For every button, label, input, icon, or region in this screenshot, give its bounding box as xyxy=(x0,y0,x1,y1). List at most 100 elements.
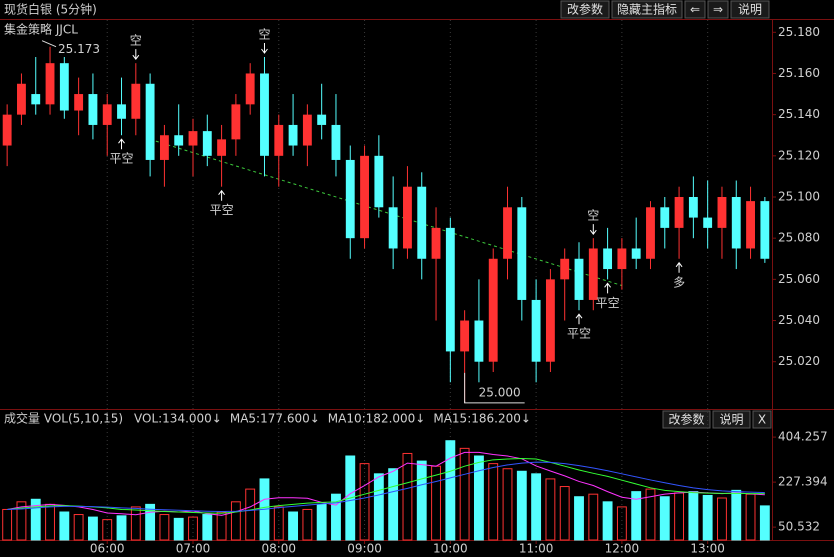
candle-body xyxy=(245,73,255,105)
button[interactable]: 说明 xyxy=(712,410,751,429)
x-tick-label: 08:00 xyxy=(261,542,296,556)
volume-bar xyxy=(602,501,613,541)
x-tick-label: 10:00 xyxy=(433,542,468,556)
candle-body xyxy=(445,227,455,352)
y-tick-label: 25.180 xyxy=(778,25,820,39)
volume-bar xyxy=(16,501,27,541)
signal-label: 空 xyxy=(130,34,142,48)
button-frame xyxy=(730,0,770,19)
button-label[interactable]: 说明 xyxy=(738,2,762,17)
candle-body xyxy=(574,258,584,300)
candle-body xyxy=(460,320,470,352)
candle-body xyxy=(360,155,369,239)
button-label[interactable]: 说明 xyxy=(719,412,743,427)
volume-bar xyxy=(388,468,399,541)
candle-body xyxy=(17,83,26,115)
volume-bar xyxy=(402,452,413,541)
y-tick-label: 25.140 xyxy=(778,107,820,121)
button-label[interactable]: ⇒ xyxy=(713,3,723,17)
candle-body xyxy=(374,155,384,208)
candle-body xyxy=(159,135,169,160)
volume-bar xyxy=(331,493,341,541)
volume-bar xyxy=(531,473,542,541)
button-label[interactable]: ⇐ xyxy=(690,3,700,17)
volume-bar xyxy=(559,486,570,541)
candle-body xyxy=(331,124,341,160)
candle-body xyxy=(174,135,184,146)
x-tick-label: 12:00 xyxy=(605,542,640,556)
volume-bar xyxy=(216,511,227,541)
button[interactable]: 改参数 xyxy=(560,0,610,19)
candle-body xyxy=(388,207,398,249)
signal-arrow xyxy=(218,189,225,201)
candle-body xyxy=(560,258,570,280)
volume-bar xyxy=(502,468,513,541)
volume-bar xyxy=(173,517,184,541)
button-label[interactable]: 隐藏主指标 xyxy=(617,2,677,17)
volume-bar xyxy=(159,514,170,541)
button[interactable]: ⇐ xyxy=(684,0,706,19)
button[interactable]: X xyxy=(752,410,772,429)
ma-line xyxy=(7,451,765,516)
volume-bar xyxy=(145,503,156,541)
volume-bar xyxy=(459,447,470,541)
button-frame xyxy=(707,0,729,19)
extreme-label: 25.173 xyxy=(58,42,100,56)
candle-body xyxy=(145,83,155,160)
volume-bar xyxy=(202,514,213,541)
volume-bar xyxy=(288,511,299,541)
candle-body xyxy=(617,248,627,270)
candle-body xyxy=(59,63,69,111)
indicator-value: 177.600↓ xyxy=(260,412,320,426)
signal-arrow xyxy=(132,49,140,61)
candle-body xyxy=(503,207,512,259)
volume-bar xyxy=(473,455,484,541)
y-tick-label: 25.060 xyxy=(778,272,820,286)
indicator-value: 186.200↓ xyxy=(471,412,531,426)
button-label[interactable]: 改参数 xyxy=(668,412,704,427)
y-tick-label: 25.040 xyxy=(778,313,820,327)
signal-arrow xyxy=(261,43,268,54)
volume-bar xyxy=(488,463,499,541)
candle-body xyxy=(545,279,555,362)
button[interactable]: 隐藏主指标 xyxy=(611,0,683,19)
candle-body xyxy=(703,217,713,228)
candle-body xyxy=(274,124,284,156)
signal-label: 平空 xyxy=(210,203,234,217)
volume-bar xyxy=(59,511,70,541)
button[interactable]: 改参数 xyxy=(662,410,711,429)
candle-body xyxy=(231,104,241,140)
x-tick-label: 09:00 xyxy=(347,542,382,556)
volume-bar xyxy=(102,519,113,541)
trendline xyxy=(149,138,623,287)
button-label[interactable]: X xyxy=(758,413,766,427)
volume-bar xyxy=(445,440,456,541)
button-label[interactable]: 改参数 xyxy=(567,2,603,17)
candle-body xyxy=(488,258,498,362)
indicator-title: 集金策略 JJCL xyxy=(4,22,78,37)
candle-body xyxy=(517,207,527,300)
signal-arrow xyxy=(575,313,583,325)
y-tick-label: 25.080 xyxy=(778,231,820,245)
button-frame xyxy=(684,0,706,19)
volume-bar xyxy=(688,491,699,541)
volume-bar xyxy=(116,515,127,541)
button[interactable]: ⇒ xyxy=(707,0,729,19)
signal-label: 平空 xyxy=(567,327,591,341)
candle-body xyxy=(74,94,84,111)
volume-bar xyxy=(516,470,527,541)
chart-title: 现货白银 (5分钟) xyxy=(4,2,97,17)
button-frame xyxy=(752,410,772,429)
extreme-leader xyxy=(464,372,525,404)
volume-bar xyxy=(616,506,627,541)
volume-bar xyxy=(273,506,284,541)
volume-bar xyxy=(316,503,327,541)
button[interactable]: 说明 xyxy=(730,0,770,19)
x-tick-label: 06:00 xyxy=(90,542,125,556)
volume-bar xyxy=(717,497,727,541)
y-tick-label: 50.532 xyxy=(778,520,820,534)
candle-body xyxy=(188,131,198,146)
candle-body xyxy=(345,159,355,239)
candle-body xyxy=(431,227,441,259)
